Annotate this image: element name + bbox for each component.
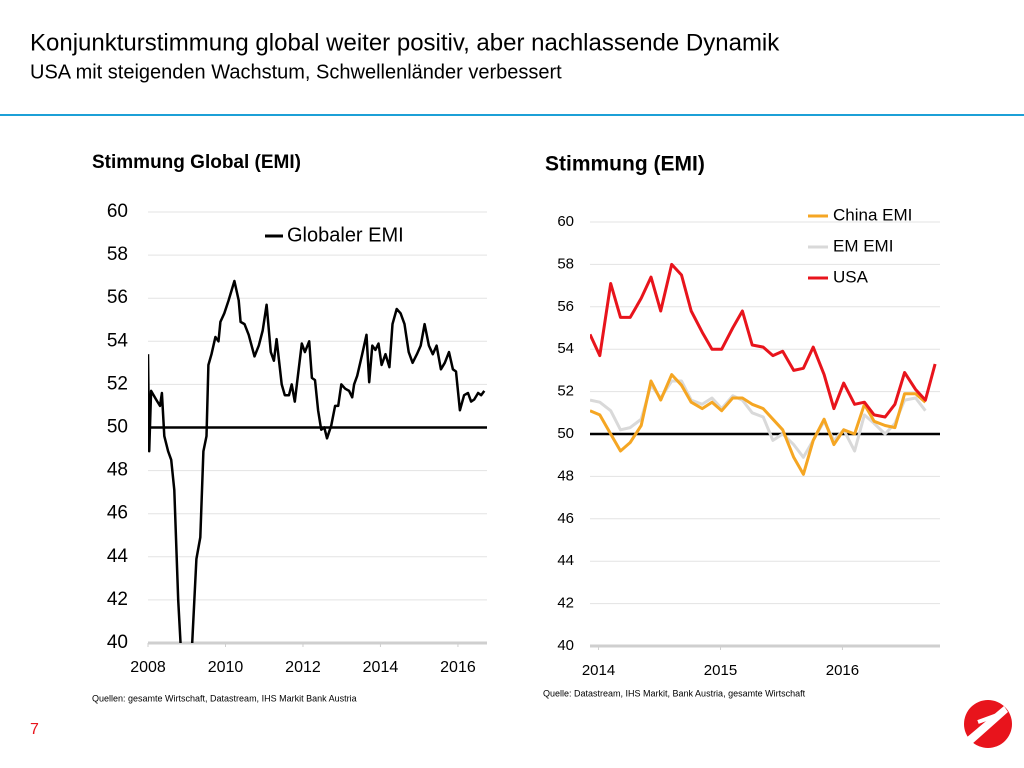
legend-label: EM EMI [833,236,893,255]
y-tick-label: 56 [557,298,574,315]
y-tick-label: 60 [107,201,128,222]
y-tick-label: 60 [557,213,574,230]
y-tick-label: 52 [107,373,128,394]
y-tick-label: 50 [557,425,574,442]
source-note: Quelle: Datastream, IHS Markit, Bank Aus… [543,688,806,698]
source-note: Quellen: gesamte Wirtschaft, Datastream,… [92,693,357,703]
logo [964,700,1012,748]
y-tick-label: 54 [557,340,574,357]
y-tick-label: 46 [557,510,574,527]
plot-area [148,279,486,643]
chart-title: Stimmung Global (EMI) [92,152,301,173]
legend-label: China EMI [833,205,912,224]
y-tick-label: 56 [107,287,128,308]
y-tick-label: 48 [557,467,574,484]
legend-label: USA [833,267,869,286]
x-tick-label: 2008 [130,659,166,676]
series-line [590,373,927,476]
x-tick-label: 2012 [285,659,321,676]
y-tick-label: 40 [557,637,574,654]
series-line [148,279,486,643]
series-line [590,379,927,459]
series-line [590,262,937,419]
page-number: 7 [30,721,39,738]
y-tick-label: 50 [107,417,128,438]
x-tick-label: 2016 [440,659,476,676]
y-tick-label: 40 [107,632,128,653]
y-tick-label: 58 [107,244,128,265]
x-tick-label: 2010 [208,659,244,676]
x-tick-label: 2015 [704,662,737,679]
x-tick-label: 2014 [363,659,399,676]
chart-title: Stimmung (EMI) [545,153,705,176]
y-tick-label: 46 [107,503,128,524]
y-tick-label: 48 [107,460,128,481]
legend-label: Globaler EMI [287,224,404,246]
slide-subtitle: USA mit steigenden Wachstum, Schwellenlä… [30,61,562,83]
slide-title: Konjunkturstimmung global weiter positiv… [30,29,780,56]
plot-area [590,262,937,476]
y-tick-label: 58 [557,255,574,272]
y-tick-label: 44 [107,546,129,567]
x-tick-label: 2016 [826,662,859,679]
y-tick-label: 54 [107,330,129,351]
y-tick-label: 42 [557,595,574,612]
x-tick-label: 2014 [582,662,615,679]
y-tick-label: 52 [557,383,574,400]
y-tick-label: 42 [107,589,128,610]
y-tick-label: 44 [557,552,574,569]
